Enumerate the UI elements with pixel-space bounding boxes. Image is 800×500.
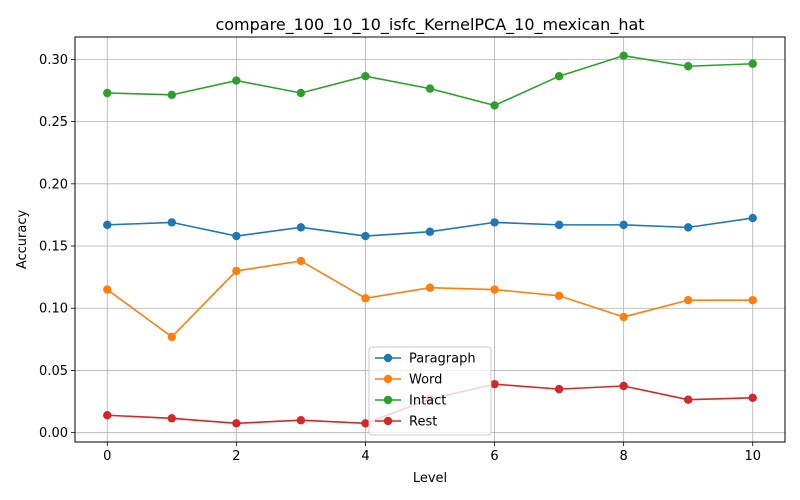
y-tick-label: 0.15 [39,240,68,255]
series-intact [103,51,757,110]
x-axis-label: Level [413,471,447,486]
data-point-rest [167,414,177,423]
data-point-paragraph [748,213,757,223]
y-tick-label: 0.10 [39,302,68,317]
x-tick-label: 0 [103,449,111,464]
legend-label: Word [409,373,442,388]
legend-label: Intact [409,394,446,409]
y-axis-label: Accuracy [15,210,30,270]
data-point-intact [232,76,241,85]
data-point-word [683,295,693,305]
data-point-word [361,294,370,303]
legend-entry: Rest [375,415,437,430]
legend-entry: Word [375,373,442,388]
data-point-paragraph [103,220,112,230]
data-point-rest [619,381,628,391]
data-point-word [232,266,241,276]
data-point-rest [296,416,306,425]
data-point-paragraph [683,223,693,232]
data-point-rest [748,393,757,403]
data-point-rest [490,379,499,389]
data-point-rest [361,419,370,428]
data-point-paragraph [296,223,306,232]
legend-entry: Paragraph [375,352,476,367]
legend-swatch-marker [383,395,393,405]
x-tick-label: 10 [744,449,761,464]
y-tick-label: 0.25 [39,115,68,130]
data-point-intact [490,101,499,110]
data-point-intact [361,71,370,81]
chart-title: compare_100_10_10_isfc_KernelPCA_10_mexi… [215,15,644,35]
series-word [103,256,757,342]
plot-frame [74,36,786,443]
data-point-rest [232,419,241,428]
y-tick-label: 0.05 [39,364,68,379]
data-point-intact [683,62,693,71]
data-point-paragraph [425,227,435,236]
legend-label: Paragraph [409,352,476,367]
legend-box [368,346,492,436]
legend-swatch-marker [383,416,393,426]
data-point-intact [554,71,564,81]
data-point-intact [167,90,177,100]
axis-ticks: 0 2 4 6 8 10 0.00 0.05 0.10 0.15 0.20 0.25 0.30 [39,53,761,464]
legend-label: Rest [409,415,437,430]
data-point-intact [425,84,435,93]
data-point-rest [554,384,564,394]
data-point-paragraph [619,220,628,230]
series-paragraph [103,213,757,241]
legend-swatch-marker [383,353,393,363]
y-tick-label: 0.00 [39,426,68,441]
data-point-paragraph [232,231,241,241]
data-point-word [554,291,564,301]
legend-entry: Intact [375,394,446,409]
y-tick-label: 0.20 [39,177,68,192]
data-point-word [619,312,628,322]
data-point-intact [103,88,112,98]
legend-swatch-marker [383,374,393,384]
data-point-paragraph [167,218,177,227]
data-point-paragraph [554,220,564,230]
legend: Paragraph Word Intact Rest [368,346,492,436]
data-point-paragraph [490,218,499,227]
data-point-rest [103,411,112,420]
x-tick-label: 6 [490,449,498,464]
data-point-intact [296,88,306,98]
x-tick-label: 8 [619,449,627,464]
data-point-word [425,283,435,292]
data-point-rest [683,395,693,404]
data-point-intact [748,59,757,68]
data-point-paragraph [361,231,370,241]
data-point-word [296,256,306,266]
data-point-word [167,332,177,342]
data-point-word [490,285,499,294]
x-tick-label: 2 [232,449,240,464]
data-point-intact [619,51,628,60]
data-point-word [103,285,112,294]
y-tick-label: 0.30 [39,53,68,68]
x-tick-label: 4 [361,449,369,464]
data-point-word [748,295,757,305]
